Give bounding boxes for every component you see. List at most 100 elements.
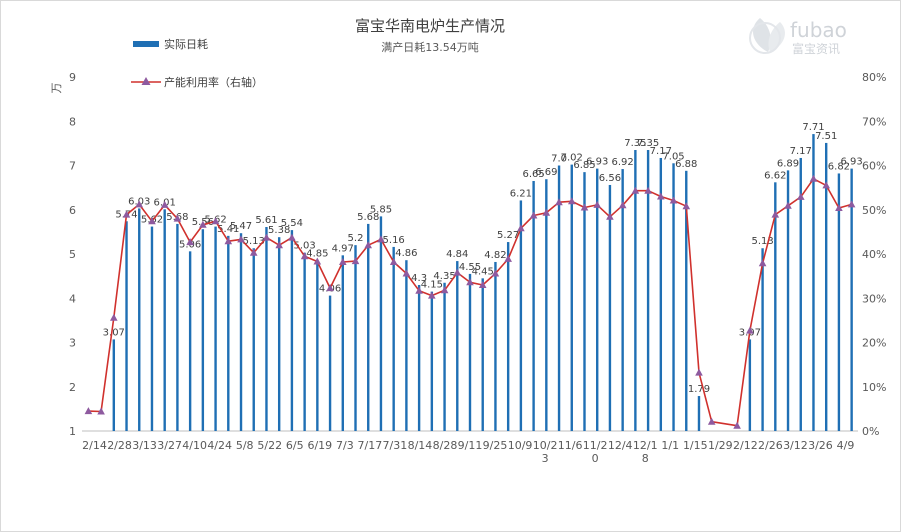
line-point (135, 200, 143, 208)
y-axis-left: 1 2 3 4 5 6 7 8 9 (69, 71, 76, 438)
y-tick-label: 1 (69, 425, 76, 438)
line-point (555, 198, 563, 206)
bar-data-label: 7.51 (815, 131, 837, 142)
bar (379, 216, 383, 431)
bar (239, 233, 243, 431)
x-tick-label: 10/2 (533, 439, 558, 452)
x-tick-label: 2/28 (107, 439, 132, 452)
x-tick-label: 8/14 (408, 439, 433, 452)
bar (303, 252, 306, 431)
x-tick-label: 10/9 (508, 439, 533, 452)
bar (596, 168, 599, 431)
line-point (847, 200, 856, 208)
x-tick-label: 2/12 (733, 439, 758, 452)
chart-title: 富宝华南电炉生产情况 (355, 17, 505, 35)
x-tick-label: 1/15 (683, 439, 708, 452)
bar (214, 226, 217, 431)
y2-tick-label: 60% (862, 160, 886, 173)
bar (786, 170, 790, 431)
bar-data-label: 5.2 (348, 233, 364, 244)
y2-tick-label: 80% (862, 71, 886, 84)
y2-tick-label: 70% (862, 115, 886, 128)
x-tick-label: 7/31 (383, 439, 408, 452)
line-point (797, 192, 805, 200)
bar (341, 255, 344, 431)
bar-data-label: 5.03 (293, 241, 315, 252)
line-point (593, 200, 601, 208)
legend-line-label: 产能利用率（右轴） (164, 75, 263, 89)
line-point (746, 326, 754, 334)
line-point (389, 258, 398, 265)
line-point (491, 269, 500, 277)
bar (277, 237, 281, 431)
y-tick-label: 8 (69, 115, 76, 128)
bar (519, 200, 523, 431)
bar (824, 142, 828, 431)
x-tick-label: 3/26 (808, 439, 833, 452)
line-point (758, 259, 767, 267)
x-axis: 2/14 2/28 3/13 3/27 4/10 4/24 5/8 5/22 6/5 6/19 7/… (82, 439, 854, 465)
line-point (453, 268, 462, 276)
line-point (288, 233, 296, 241)
bar (112, 339, 116, 431)
legend-bar-label: 实际日耗 (164, 37, 208, 51)
bar-data-label: 7.71 (802, 122, 824, 133)
bar (506, 242, 510, 431)
line-point (644, 186, 652, 194)
y2-tick-label: 10% (862, 381, 886, 394)
x-tick-label: 7/3 (336, 439, 354, 452)
x-tick-label: 5/22 (257, 439, 282, 452)
x-tick-label: 3/13 (132, 439, 157, 452)
bar (774, 182, 777, 431)
bar (646, 150, 650, 431)
bar-data-label: 4.45 (472, 266, 494, 277)
line-point (835, 204, 843, 211)
y2-tick-label: 20% (862, 337, 886, 350)
bar (443, 282, 446, 431)
bar (367, 223, 370, 431)
y-tick-label: 2 (69, 381, 76, 394)
bar (125, 221, 128, 431)
bar-data-label: 5.16 (383, 235, 405, 246)
bar-data-label: 6.89 (777, 158, 799, 169)
line-point (313, 257, 322, 265)
line-point (211, 217, 220, 225)
bar-data-label: 6.82 (828, 161, 850, 172)
x-tick-label: 11/2 (583, 439, 608, 452)
bar (150, 226, 154, 431)
bar-data-label: 6.88 (675, 159, 697, 170)
x-tick-label: 8 (642, 452, 649, 465)
line-point (262, 233, 271, 241)
line-point (415, 286, 423, 294)
line-point (148, 217, 156, 225)
line-point (631, 186, 640, 194)
line-point (568, 197, 576, 205)
bar (685, 170, 688, 431)
bar-data-label: 7.0 (551, 154, 567, 165)
y2-tick-label: 0% (862, 425, 879, 438)
line-point (186, 238, 194, 246)
x-tick-label: 4/9 (837, 439, 855, 452)
y2-tick-label: 50% (862, 204, 886, 217)
y-tick-label: 3 (69, 337, 76, 350)
line-point (707, 417, 716, 425)
y2-tick-label: 40% (862, 248, 886, 261)
line-point (784, 201, 792, 209)
y-tick-label: 4 (69, 292, 76, 305)
bar-data-label: 4.97 (332, 243, 354, 254)
y-axis-unit: 万 (50, 83, 63, 94)
bar-data-label: 5.68 (357, 212, 379, 223)
line-point (122, 210, 131, 218)
bar (608, 184, 612, 431)
bar-data-label: 7.05 (662, 151, 684, 162)
legend-marker-icon (141, 77, 151, 85)
bar-series (112, 134, 853, 432)
line-point (657, 192, 665, 200)
bar (405, 260, 408, 431)
bar-data-label: 3.07 (103, 327, 125, 338)
bar (316, 260, 319, 431)
bar-data-label: 7.02 (561, 153, 583, 164)
line-point (224, 237, 233, 245)
line-point (822, 181, 830, 189)
bar-data-label: 6.65 (522, 169, 544, 180)
